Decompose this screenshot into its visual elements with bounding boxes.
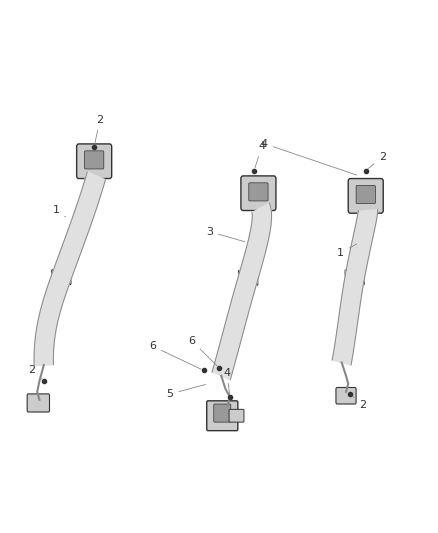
Text: 4: 4 [255,141,265,168]
Text: 4: 4 [223,368,230,394]
FancyBboxPatch shape [85,151,104,169]
Text: 1: 1 [337,244,357,258]
FancyBboxPatch shape [345,270,364,285]
FancyBboxPatch shape [241,176,276,211]
Text: 6: 6 [149,341,201,369]
Text: 2: 2 [353,396,366,410]
FancyBboxPatch shape [249,183,268,201]
FancyBboxPatch shape [348,179,383,213]
Polygon shape [34,172,106,366]
Text: 6: 6 [188,336,217,366]
FancyBboxPatch shape [239,270,258,285]
Polygon shape [332,209,378,365]
Text: 2: 2 [28,365,42,379]
FancyBboxPatch shape [336,387,356,404]
FancyBboxPatch shape [77,144,112,179]
Text: 1: 1 [53,205,66,217]
FancyBboxPatch shape [356,185,375,204]
Text: 2: 2 [368,152,386,169]
Text: 5: 5 [166,384,205,399]
FancyBboxPatch shape [207,401,238,431]
Text: 2: 2 [95,115,103,144]
Text: 3: 3 [206,227,245,242]
FancyBboxPatch shape [27,394,49,412]
FancyBboxPatch shape [52,270,71,285]
Polygon shape [212,203,272,379]
FancyBboxPatch shape [214,404,231,422]
FancyBboxPatch shape [229,409,244,422]
Text: 4: 4 [261,139,357,175]
